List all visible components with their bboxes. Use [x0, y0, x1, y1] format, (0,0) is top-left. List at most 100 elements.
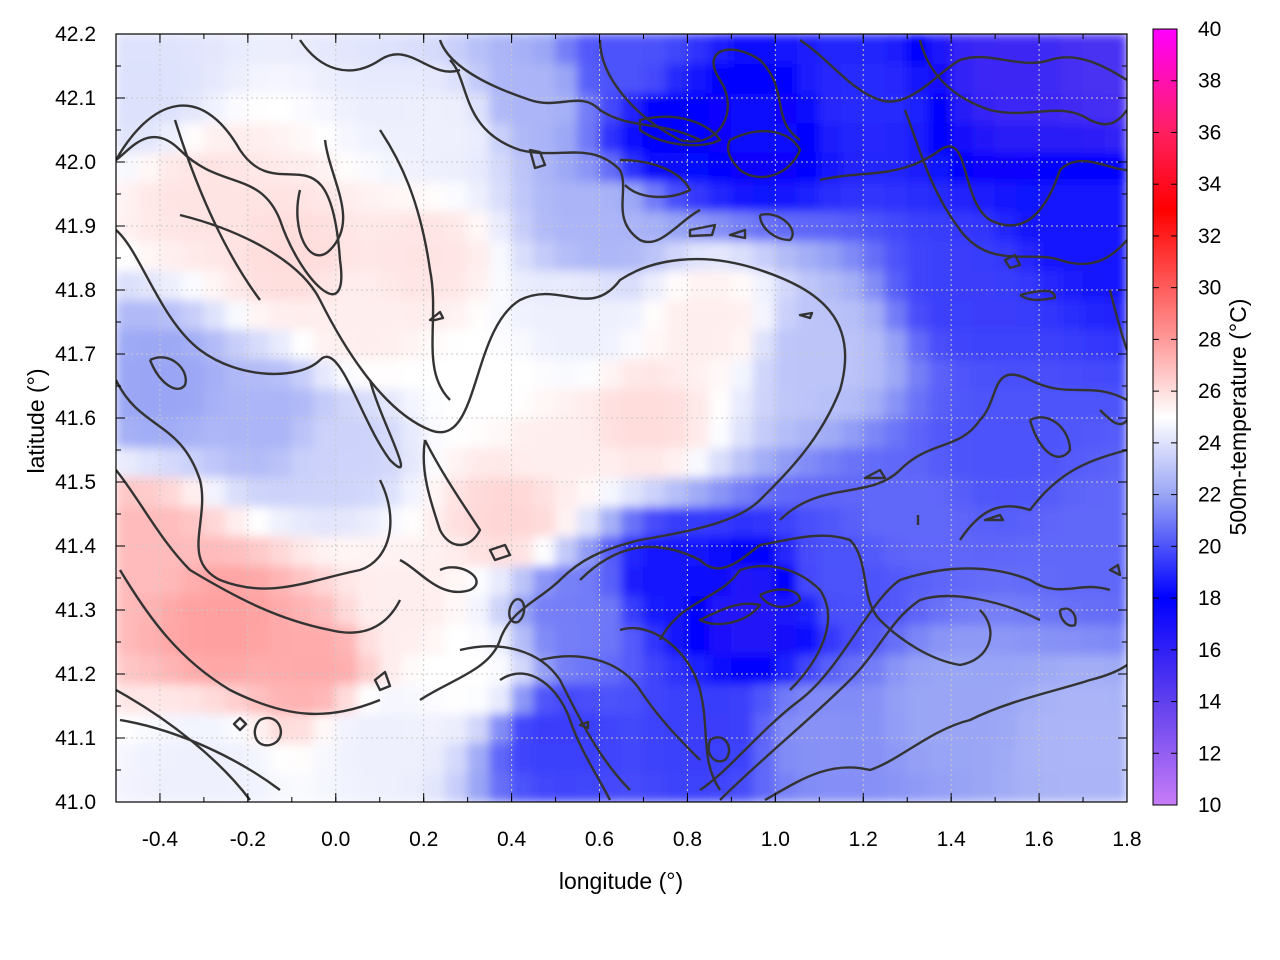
- heat-cell: [555, 63, 579, 94]
- heat-cell: [511, 63, 535, 94]
- heat-cell: [730, 63, 754, 94]
- heat-cell: [1082, 771, 1106, 802]
- heat-cell: [1060, 387, 1084, 419]
- contour-line: [707, 736, 731, 763]
- heat-cell: [401, 269, 425, 301]
- heat-cell: [511, 742, 535, 773]
- contour-line: [619, 158, 692, 199]
- heat-cell: [884, 417, 908, 449]
- heat-cell: [928, 624, 952, 655]
- heat-cell: [928, 387, 952, 419]
- heat-cell: [1016, 299, 1040, 330]
- heat-cell: [1104, 476, 1127, 508]
- heat-cell: [533, 122, 557, 153]
- heat-cell: [116, 269, 139, 301]
- heat-cell: [423, 151, 447, 183]
- heat-cell: [1060, 535, 1084, 567]
- heat-cell: [884, 151, 908, 183]
- heat-cell: [467, 771, 491, 802]
- heat-cell: [972, 210, 996, 242]
- heat-cell: [577, 683, 601, 714]
- heat-cell: [203, 506, 227, 537]
- heat-cell: [445, 417, 469, 449]
- heat-cell: [928, 417, 952, 449]
- heat-cell: [116, 328, 139, 360]
- contour-line: [508, 598, 526, 624]
- heat-cell: [664, 34, 688, 65]
- heat-cell: [577, 210, 601, 242]
- heat-cell: [401, 240, 425, 271]
- heat-cell: [533, 299, 557, 330]
- heat-cell: [840, 151, 864, 183]
- x-axis-label: longitude (°): [559, 868, 683, 894]
- heat-cell: [818, 63, 842, 94]
- heat-cell: [1038, 63, 1062, 94]
- heat-cell: [972, 417, 996, 449]
- heat-cell: [116, 122, 139, 153]
- heat-cell: [862, 181, 886, 212]
- heat-cell: [159, 240, 183, 271]
- heat-cell: [928, 34, 952, 65]
- heat-cell: [1060, 712, 1084, 744]
- heat-cell: [1038, 210, 1062, 242]
- heat-cell: [313, 328, 337, 360]
- heat-cell: [423, 122, 447, 153]
- heat-cell: [818, 387, 842, 419]
- heat-cell: [577, 240, 601, 271]
- heat-cell: [247, 476, 271, 508]
- heat-cell: [906, 240, 930, 271]
- heat-cell: [950, 63, 974, 94]
- heat-cell: [950, 712, 974, 744]
- heat-cell: [994, 328, 1018, 360]
- heat-cell: [752, 565, 776, 596]
- heat-cell: [884, 240, 908, 271]
- heat-cell: [774, 63, 798, 94]
- heat-cell: [445, 712, 469, 744]
- heat-cell: [181, 358, 205, 389]
- heat-cell: [599, 240, 622, 271]
- heat-cell: [642, 447, 666, 478]
- heat-cell: [752, 122, 776, 153]
- heat-cell: [950, 122, 974, 153]
- heat-cell: [423, 742, 447, 773]
- heat-cell: [401, 358, 425, 389]
- heat-cell: [1104, 712, 1127, 744]
- heat-cell: [621, 624, 644, 655]
- contour-line: [488, 543, 512, 562]
- heat-cell: [928, 328, 952, 360]
- heat-cell: [906, 34, 930, 65]
- heat-cell: [181, 240, 205, 271]
- heat-cell: [1016, 181, 1040, 212]
- heat-cell: [972, 742, 996, 773]
- heat-cell: [642, 387, 666, 419]
- heat-cell: [291, 63, 315, 94]
- heat-cell: [862, 151, 886, 183]
- heat-cell: [445, 328, 469, 360]
- heat-cell: [862, 63, 886, 94]
- heat-cell: [467, 34, 491, 65]
- contour-line: [299, 39, 461, 73]
- heat-cell: [401, 506, 425, 537]
- heat-cell: [489, 328, 513, 360]
- heat-cell: [928, 447, 952, 478]
- heat-cell: [203, 92, 227, 124]
- x-tick-label: 0.8: [673, 828, 702, 851]
- heat-cell: [1038, 269, 1062, 301]
- heat-cell: [159, 34, 183, 65]
- heat-cell: [116, 653, 139, 685]
- heat-cell: [928, 240, 952, 271]
- heat-cell: [489, 151, 513, 183]
- heat-cell: [489, 269, 513, 301]
- heat-cell: [313, 358, 337, 389]
- heat-cell: [313, 447, 337, 478]
- heat-cell: [1082, 594, 1106, 626]
- heat-cell: [840, 92, 864, 124]
- colorbar-tick-labels: 10 12 14 16 18 20 22 24 26 28 30 32 34 36 38 40: [1198, 18, 1222, 817]
- heat-cell: [972, 181, 996, 212]
- heat-cell: [401, 683, 425, 714]
- heat-cell: [950, 387, 974, 419]
- heat-cell: [313, 387, 337, 419]
- heat-cell: [664, 387, 688, 419]
- heat-cell: [599, 594, 622, 626]
- heat-cell: [1038, 299, 1062, 330]
